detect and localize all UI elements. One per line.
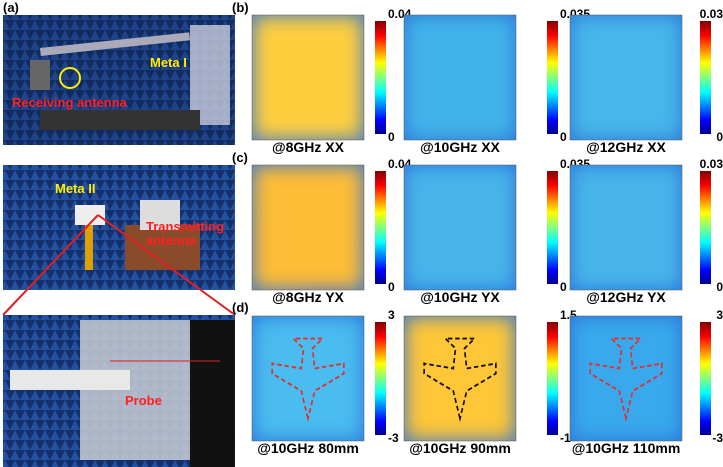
colorbar-min: 0 <box>560 130 567 144</box>
colorbar-min: 0 <box>716 280 723 294</box>
heatmap <box>403 14 517 141</box>
colorbar-max: 0.03 <box>700 157 723 171</box>
heatmap-body <box>570 165 682 290</box>
colorbar <box>700 171 711 284</box>
colorbar <box>547 322 558 435</box>
colorbar <box>547 171 558 284</box>
heatmap-core <box>272 338 344 419</box>
colorbar-min: -1 <box>560 431 571 445</box>
colorbar <box>700 322 711 435</box>
map-caption: @10GHz 110mm <box>572 440 681 456</box>
annotation: Receiving antenna <box>12 95 127 110</box>
heatmap-frame <box>251 315 365 442</box>
colorbar <box>700 21 711 134</box>
colorbar-min: 0 <box>388 130 395 144</box>
heatmap-body <box>570 316 682 441</box>
annotation: Transmitting antenna <box>146 219 225 248</box>
colorbar <box>375 322 386 435</box>
colorbar-max: 3 <box>716 308 723 322</box>
heatmap-core <box>424 37 496 118</box>
heatmap <box>569 164 683 291</box>
panel-label: (a) <box>3 0 19 15</box>
heatmap-core <box>272 37 344 118</box>
colorbar-max: 3 <box>388 308 395 322</box>
colorbar-min: -3 <box>388 431 399 445</box>
heatmap-body <box>252 316 364 441</box>
map-caption: @10GHz 80mm <box>257 440 359 456</box>
heatmap <box>403 315 517 442</box>
heatmap-core <box>586 191 666 264</box>
photo-setup <box>3 15 235 145</box>
heatmap-core <box>424 338 496 419</box>
colorbar-max: 0.03 <box>700 7 723 21</box>
target-outline <box>423 337 497 423</box>
heatmap-frame <box>403 14 517 141</box>
heatmap <box>569 315 683 442</box>
target-outline <box>589 337 663 423</box>
map-caption: @12GHz YX <box>586 289 666 305</box>
map-caption: @10GHz XX <box>420 139 500 155</box>
heatmap <box>251 164 365 291</box>
photo-chamber <box>2 165 236 316</box>
panel-label: (c) <box>232 150 248 165</box>
heatmap-frame <box>403 164 517 291</box>
map-caption: @8GHz YX <box>272 289 344 305</box>
map-caption: @10GHz 90mm <box>409 440 511 456</box>
panel-label: (d) <box>232 300 249 315</box>
heatmap-frame <box>569 164 683 291</box>
heatmap-body <box>404 165 516 290</box>
heatmap-core <box>420 191 500 264</box>
colorbar <box>375 21 386 134</box>
map-caption: @12GHz XX <box>586 139 666 155</box>
colorbar-min: -3 <box>712 431 723 445</box>
heatmap-body <box>404 316 516 441</box>
heatmap <box>569 14 683 141</box>
heatmap-core <box>269 188 342 270</box>
heatmap-frame <box>251 14 365 141</box>
annotation: Meta I <box>150 55 187 70</box>
colorbar-min: 0 <box>388 280 395 294</box>
map-caption: @8GHz XX <box>272 139 345 155</box>
heatmap <box>251 14 365 141</box>
target-outline <box>271 337 345 423</box>
panel-label: (b) <box>232 0 249 15</box>
colorbar <box>375 171 386 284</box>
heatmap-frame <box>569 14 683 141</box>
heatmap-core <box>590 37 662 118</box>
annotation: Meta II <box>55 181 96 196</box>
heatmap-frame <box>251 164 365 291</box>
colorbar-min: 0 <box>716 130 723 144</box>
heatmap-frame <box>569 315 683 442</box>
heatmap-body <box>252 165 364 290</box>
heatmap-body <box>252 15 364 140</box>
heatmap-body <box>404 15 516 140</box>
heatmap <box>251 315 365 442</box>
map-caption: @10GHz YX <box>420 289 500 305</box>
heatmap <box>403 164 517 291</box>
heatmap-core <box>590 338 662 419</box>
colorbar <box>547 21 558 134</box>
heatmap-frame <box>403 315 517 442</box>
annotation: Probe <box>125 393 162 408</box>
colorbar-min: 0 <box>560 280 567 294</box>
photo-probe <box>3 315 235 467</box>
heatmap-body <box>570 15 682 140</box>
